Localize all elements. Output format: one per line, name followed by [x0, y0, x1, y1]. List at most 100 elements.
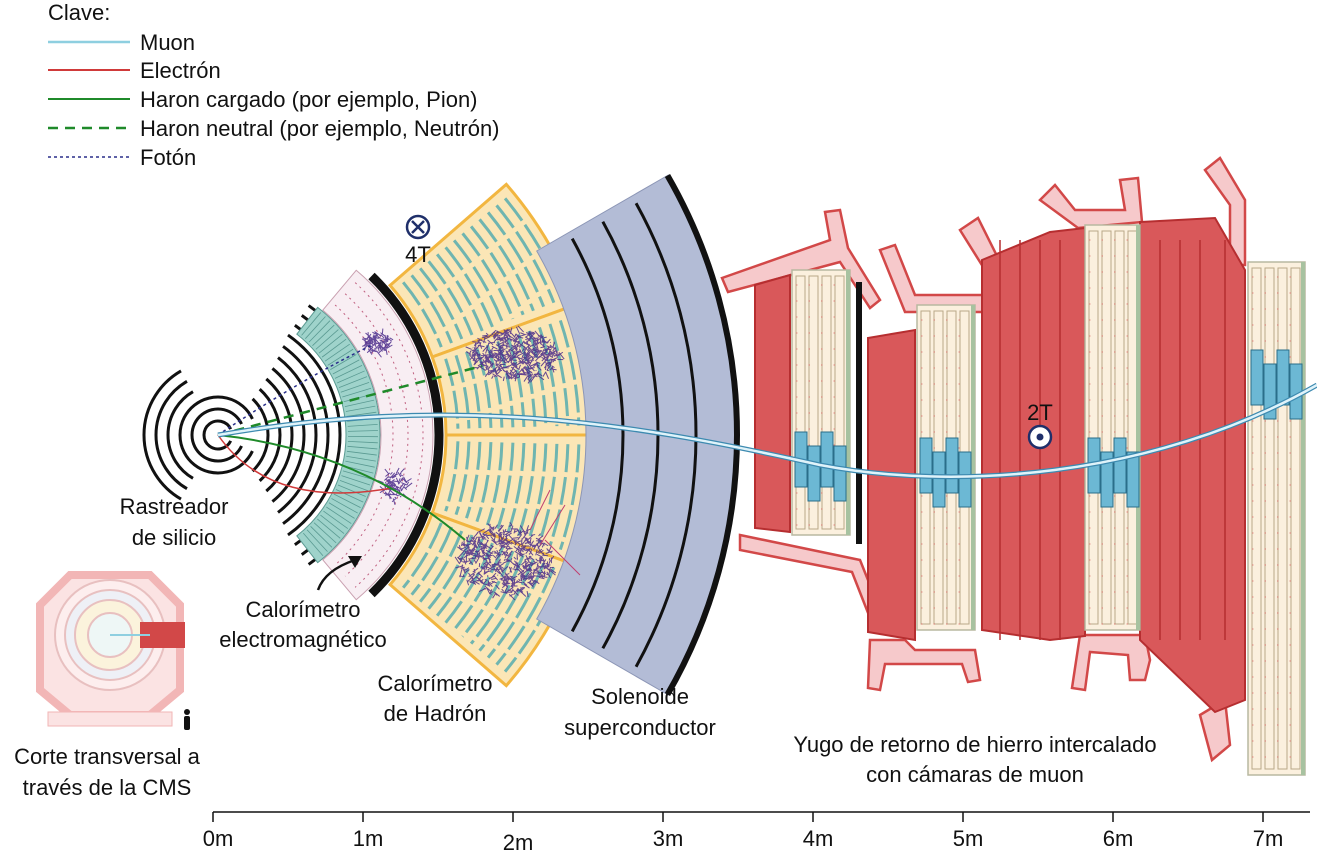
chamber-layer: [1290, 267, 1301, 770]
part-label: de silicio: [132, 525, 216, 550]
hcal-layer: [469, 225, 525, 316]
scale: 0m 1m 2m 3m 4m 5m 6m 7m: [203, 811, 1310, 855]
hcal-layer: [469, 554, 525, 645]
chamber-layer: [1101, 230, 1112, 625]
icon-base: [47, 711, 173, 727]
scale-label: 7m: [1253, 826, 1284, 851]
part-label: Rastreador: [120, 494, 229, 519]
hcal-layer: [427, 260, 474, 336]
rpc: [820, 431, 834, 488]
hcal-layer: [444, 542, 494, 624]
field-cross: [411, 220, 425, 234]
ecal-crystal: [313, 522, 337, 544]
hcal-layer: [454, 441, 471, 516]
chamber-layer: [1251, 267, 1262, 770]
scale-label: 0m: [203, 826, 234, 851]
rpc: [1250, 349, 1264, 406]
hcal-layer: [444, 358, 460, 429]
ecal-crystal: [327, 348, 354, 366]
hcal-layer: [548, 444, 570, 547]
ecal-crystal: [318, 333, 343, 354]
field-dot: [1036, 433, 1044, 441]
scale-label: 3m: [653, 826, 684, 851]
hcal-layer: [410, 526, 453, 596]
yoke-bracket: [1038, 176, 1144, 230]
ecal-crystal: [344, 399, 375, 408]
ecal-crystal: [345, 405, 376, 412]
ecal-crystal: [310, 525, 333, 548]
tracker-layer: [258, 387, 282, 483]
ecal-crystal: [342, 470, 372, 480]
chamber-layer: [1264, 267, 1275, 770]
hcal-layer: [548, 323, 570, 426]
part-label: de Hadrón: [384, 701, 487, 726]
rpc: [958, 451, 972, 508]
hcal-layer: [444, 246, 494, 328]
neutral-hadron-track: [217, 364, 483, 437]
ecal-crystal: [336, 370, 365, 384]
ecal-crystal: [333, 493, 361, 508]
scale-label: 6m: [1103, 826, 1134, 851]
part-label: través de la CMS: [23, 775, 192, 800]
ecal-crystal: [315, 329, 339, 350]
ecal-crystal: [340, 382, 370, 393]
photon-track: [217, 344, 373, 436]
preshower: [322, 269, 434, 601]
legend-label: Electrón: [140, 58, 221, 83]
ecal-support: [368, 272, 444, 598]
tracker-layer: [287, 333, 342, 537]
ecal-crystal: [320, 514, 345, 534]
rpc: [945, 437, 959, 494]
chamber-layer: [834, 275, 845, 530]
tracker-layer: [190, 407, 243, 463]
ecal-crystal: [331, 498, 358, 514]
hcal-layer: [485, 442, 504, 526]
yoke-bracket: [1203, 156, 1247, 267]
chamber-layer: [1114, 230, 1125, 625]
hcal-layer: [402, 522, 443, 589]
tracker-layer: [251, 397, 270, 473]
hcal-layer: [478, 218, 535, 312]
yoke-wheel: [754, 273, 791, 534]
hcal-layer: [478, 558, 535, 652]
hcal-layer: [558, 319, 581, 426]
hcal-layer: [558, 444, 581, 551]
part-label: Calorímetro: [378, 671, 493, 696]
yoke-wheel: [1139, 216, 1246, 714]
tracker-layer: [265, 377, 294, 493]
ecal-crystal: [321, 338, 347, 358]
ecal-crystal: [332, 359, 360, 375]
ecal-crystal: [312, 324, 335, 346]
legend-label: Haron cargado (por ejemplo, Pion): [140, 87, 478, 112]
person-head: [184, 709, 190, 715]
scale-label: 5m: [953, 826, 984, 851]
tracker-layer: [178, 395, 254, 475]
tracker-layer: [154, 380, 188, 490]
hcal-layer: [486, 562, 546, 659]
ecal-crystal: [347, 430, 378, 432]
ecal-crystal: [342, 387, 372, 398]
shower: [377, 467, 413, 506]
rpc: [1113, 437, 1127, 494]
yoke-bracket: [866, 638, 982, 692]
hcal-layer: [461, 232, 515, 320]
ecal-crystal: [323, 510, 349, 529]
field-label: 2T: [1027, 400, 1053, 425]
part-label: Yugo de retorno de hierro intercalado: [793, 732, 1156, 757]
chamber-layer: [795, 275, 806, 530]
scale-label: 2m: [503, 830, 534, 855]
rpc: [1276, 349, 1290, 406]
solenoid-coil: [634, 202, 698, 668]
solenoid-coil: [664, 174, 740, 696]
ecal-crystal: [339, 479, 369, 492]
yoke-bracket: [738, 533, 882, 621]
detector: [36, 156, 1317, 776]
legend-title: Clave:: [48, 0, 110, 25]
hcal-layer: [435, 538, 484, 617]
yoke-wheel: [867, 328, 916, 642]
ecal: [296, 306, 381, 564]
part-label: superconductor: [564, 715, 716, 740]
scale-label: 1m: [353, 826, 384, 851]
hcal-layer: [454, 354, 471, 429]
